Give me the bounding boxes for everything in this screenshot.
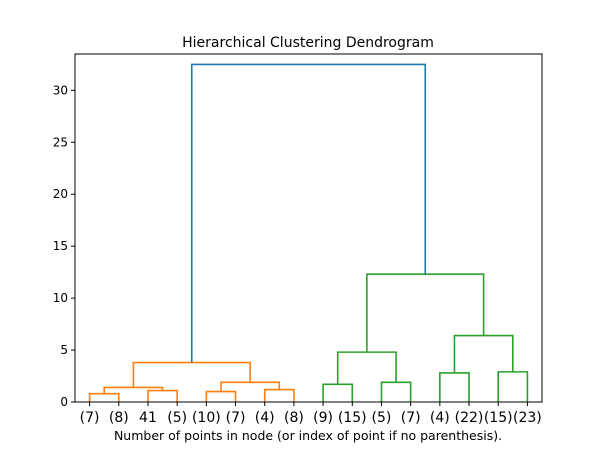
leaf-label: 41 [139, 410, 157, 426]
dendrogram-link-m [453, 334, 514, 373]
leaf-label: (4) [255, 410, 275, 426]
leaf-label: (9) [313, 410, 333, 426]
dendrogram-link-h [322, 383, 354, 402]
y-tick-label: 15 [53, 239, 68, 253]
dendrogram-link-j [336, 351, 397, 385]
leaf-label: (7) [80, 410, 100, 426]
leaf-label: (7) [401, 410, 421, 426]
dendrogram-link-l [497, 371, 529, 402]
y-tick-label: 10 [53, 291, 68, 305]
dendrogram-link-a [88, 392, 120, 402]
leaf-label: (5) [167, 410, 187, 426]
y-axis: 0 5 10 15 20 25 30 [53, 83, 75, 409]
leaf-label: (7) [226, 410, 246, 426]
leaf-label: (15) [338, 410, 367, 426]
dendrogram-link-d [205, 390, 237, 402]
dendrogram-link-g [132, 361, 251, 388]
leaf-label: (23) [513, 410, 542, 426]
y-tick-label: 30 [53, 83, 68, 97]
plot-frame [74, 53, 543, 403]
y-tick-label: 0 [60, 395, 68, 409]
leaf-label: (8) [284, 410, 304, 426]
leaf-label: (10) [192, 410, 221, 426]
y-tick-label: 20 [53, 187, 68, 201]
dendrogram-link-c [103, 386, 164, 394]
dendrogram-link-i [380, 381, 412, 402]
leaf-label: (5) [372, 410, 392, 426]
y-tick-label: 25 [53, 135, 68, 149]
dendrogram-link-e [263, 388, 295, 402]
dendrogram-link-b [147, 389, 178, 402]
dendrogram-link-f [220, 381, 281, 392]
dendrogram-link-n [366, 273, 485, 353]
x-axis-leaf-labels: (7) (8) 41 (5) (10) (7) (4) (8) (9) (15) (5) (7) (4)… [80, 402, 542, 426]
chart-title: Hierarchical Clustering Dendrogram [182, 35, 434, 51]
leaf-label: (8) [109, 410, 129, 426]
y-tick-label: 5 [60, 343, 68, 357]
dendrogram-link-k [439, 372, 470, 402]
leaf-label: (4) [430, 410, 450, 426]
links-layer [88, 63, 529, 402]
leaf-label: (22) [455, 410, 484, 426]
dendrogram-link-root [190, 63, 427, 363]
leaf-label: (15) [484, 410, 513, 426]
x-axis-label: Number of points in node (or index of po… [114, 428, 502, 443]
